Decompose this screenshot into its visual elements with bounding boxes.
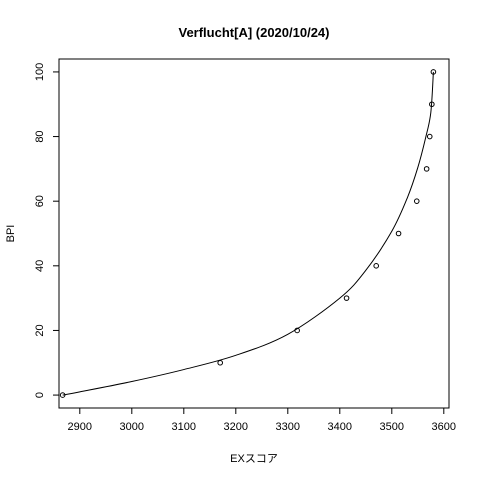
- x-axis-label: EXスコア: [230, 453, 278, 465]
- x-axis: 2900 3000 3100 3200 3300 3400 3500 3600: [68, 408, 456, 433]
- x-tick-label: 3400: [328, 421, 352, 433]
- x-tick-label: 3200: [224, 421, 248, 433]
- y-tick-label: 0: [34, 392, 46, 398]
- y-axis-label: BPI: [5, 225, 17, 243]
- x-tick-label: 3600: [432, 421, 456, 433]
- fit-curve: [62, 71, 434, 396]
- plot-area: [59, 69, 437, 398]
- y-tick-label: 40: [34, 260, 46, 272]
- x-tick-label: 2900: [68, 421, 92, 433]
- data-points: [59, 69, 437, 398]
- data-point: [343, 295, 350, 301]
- plot-frame: [58, 58, 450, 409]
- data-point: [413, 198, 420, 204]
- data-point: [217, 359, 223, 366]
- y-tick-label: 80: [34, 130, 46, 142]
- x-tick-label: 3000: [120, 421, 144, 433]
- data-point: [395, 230, 402, 237]
- x-tick-label: 3500: [380, 421, 404, 433]
- x-tick-label: 3300: [276, 421, 300, 433]
- data-point: [373, 263, 380, 269]
- data-point: [423, 166, 430, 172]
- data-point: [59, 392, 66, 398]
- data-point: [430, 69, 437, 75]
- data-point: [429, 101, 435, 108]
- y-tick-label: 100: [34, 63, 46, 81]
- y-axis: 0 20 40 60 80 100: [34, 63, 59, 398]
- data-point: [294, 327, 300, 334]
- data-point: [426, 133, 433, 140]
- x-tick-label: 3100: [172, 421, 196, 433]
- y-tick-label: 60: [34, 195, 46, 207]
- chart-title: Verflucht[A] (2020/10/24): [178, 25, 329, 40]
- y-tick-label: 20: [34, 324, 46, 336]
